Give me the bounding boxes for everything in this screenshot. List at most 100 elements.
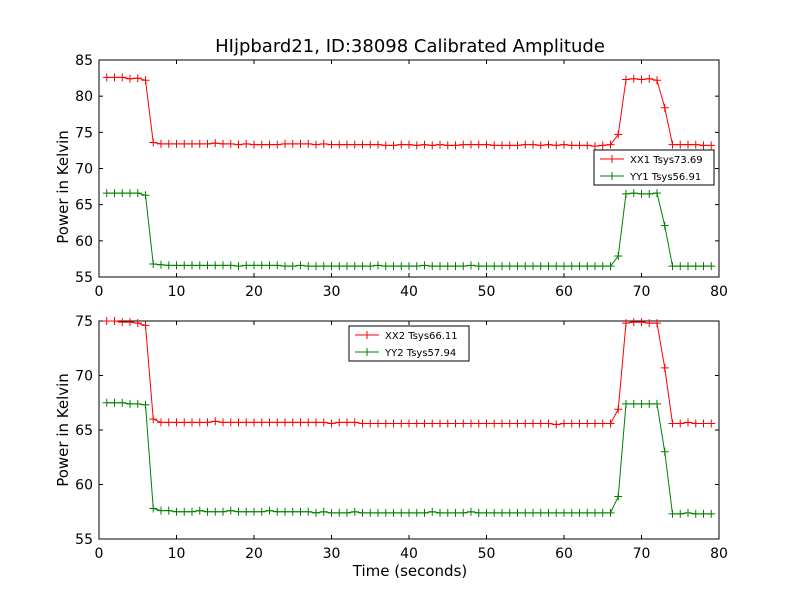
- data-point: [474, 419, 483, 428]
- data-point: [474, 508, 483, 517]
- data-point: [606, 262, 615, 271]
- x-tick-label: 0: [95, 284, 104, 300]
- data-point: [374, 140, 382, 149]
- data-point: [172, 261, 181, 270]
- data-point: [343, 508, 351, 517]
- data-point: [583, 419, 592, 428]
- top-plot: 0 10 20 30 40 50 60 70 80 55 60 65 70 75 80 85 XX1 Tsys7…: [75, 53, 728, 300]
- data-point: [149, 504, 158, 513]
- data-point: [327, 419, 336, 428]
- data-point: [141, 321, 150, 330]
- data-point: [428, 262, 437, 271]
- data-point: [660, 363, 669, 372]
- data-point: [622, 75, 630, 84]
- data-point: [219, 139, 227, 148]
- data-point: [312, 262, 320, 271]
- data-point: [490, 141, 499, 150]
- data-point: [459, 140, 468, 149]
- data-point: [474, 140, 483, 149]
- legend-label: XX1 Tsys73.69: [630, 155, 703, 166]
- data-point: [257, 507, 266, 516]
- data-point: [443, 141, 452, 150]
- data-point: [676, 140, 685, 149]
- y-tick-label: 70: [75, 162, 93, 178]
- data-point: [157, 506, 165, 515]
- data-point: [157, 418, 165, 427]
- data-point: [312, 140, 320, 149]
- data-point: [614, 492, 623, 501]
- data-point: [459, 508, 468, 517]
- data-point: [374, 508, 382, 517]
- data-point: [575, 141, 584, 150]
- data-point: [195, 418, 204, 427]
- data-point: [397, 508, 406, 517]
- data-point: [443, 508, 452, 517]
- data-point: [381, 508, 390, 517]
- data-point: [707, 262, 716, 271]
- data-point: [443, 419, 452, 428]
- legend-label: YY1 Tsys56.91: [629, 172, 701, 183]
- data-point: [327, 262, 336, 271]
- data-point: [141, 76, 150, 85]
- data-point: [691, 419, 700, 428]
- data-point: [257, 140, 266, 149]
- data-point: [281, 507, 289, 516]
- data-point: [335, 140, 344, 149]
- data-point: [451, 141, 460, 150]
- data-point: [211, 261, 220, 270]
- y-tick-label: 70: [75, 369, 93, 385]
- data-point: [451, 508, 460, 517]
- y-tick-label: 80: [75, 89, 93, 105]
- data-point: [513, 262, 522, 271]
- data-point: [676, 262, 685, 271]
- data-point: [350, 507, 359, 516]
- data-point: [707, 419, 716, 428]
- data-point: [288, 507, 297, 516]
- data-point: [529, 262, 537, 271]
- data-point: [691, 509, 700, 518]
- data-point: [265, 261, 274, 270]
- data-point: [567, 508, 576, 517]
- data-point: [676, 509, 685, 518]
- data-point: [327, 140, 336, 149]
- data-point: [552, 262, 561, 271]
- data-point: [273, 418, 282, 427]
- data-point: [234, 262, 243, 271]
- data-point: [513, 141, 522, 150]
- data-point: [544, 140, 553, 149]
- data-point: [567, 141, 576, 150]
- x-tick-label: 30: [323, 546, 341, 562]
- data-point: [180, 507, 189, 516]
- data-point: [126, 189, 134, 198]
- data-point: [405, 262, 413, 271]
- data-point: [250, 418, 258, 427]
- data-point: [629, 318, 638, 327]
- data-point: [560, 262, 568, 271]
- data-point: [180, 261, 189, 270]
- data-point: [242, 418, 251, 427]
- data-point: [505, 262, 514, 271]
- data-point: [350, 262, 359, 271]
- data-point: [436, 262, 444, 271]
- data-point: [219, 507, 227, 516]
- data-point: [141, 400, 150, 409]
- data-point: [304, 262, 313, 271]
- data-point: [707, 509, 716, 518]
- data-point: [637, 189, 646, 198]
- data-point: [188, 139, 196, 148]
- data-point: [653, 76, 661, 85]
- data-point: [668, 262, 677, 271]
- data-point: [560, 508, 568, 517]
- data-point: [172, 139, 181, 148]
- data-point: [126, 74, 134, 83]
- data-point: [622, 399, 630, 408]
- data-point: [226, 418, 235, 427]
- x-tick-label: 70: [633, 546, 651, 562]
- data-point: [102, 73, 111, 82]
- y-tick-label: 75: [75, 125, 93, 141]
- data-point: [389, 262, 398, 271]
- data-point: [560, 419, 568, 428]
- data-point: [397, 262, 406, 271]
- x-tick-label: 80: [710, 284, 728, 300]
